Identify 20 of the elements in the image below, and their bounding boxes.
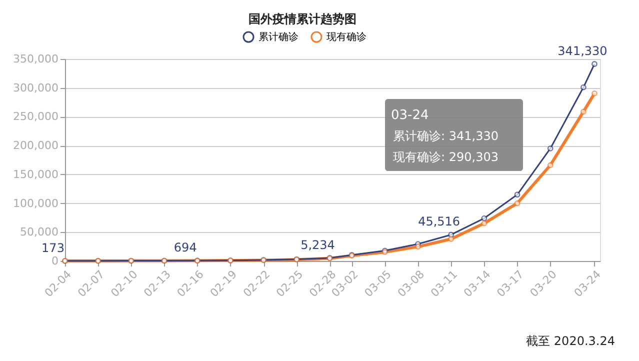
text: 截至 2020.3.24 (526, 334, 615, 348)
legend-label: 现有确诊 (326, 31, 366, 43)
annotation: 现有确诊: 290,303 (393, 150, 498, 164)
data-label: 341,330 (558, 44, 608, 58)
annotation: 累计确诊: 341,330 (393, 129, 498, 143)
y-tick-label: 250,000 (13, 110, 58, 124)
legend-label: 累计确诊 (258, 31, 298, 43)
y-tick-label: 150,000 (13, 168, 58, 181)
annotation: 03-24 (391, 108, 429, 123)
data-label: 694 (174, 240, 197, 255)
chart-title: 国外疫情累计趋势图 (248, 12, 356, 26)
y-tick-label: 50,000 (20, 226, 58, 239)
y-tick-label: 200,000 (13, 139, 58, 152)
data-label: 45,516 (418, 214, 460, 229)
y-tick-label: 300,000 (13, 81, 58, 94)
y-tick-label: 350,000 (13, 52, 58, 66)
data-label: 173 (42, 240, 64, 255)
y-tick-label: 0 (52, 254, 58, 268)
data-label: 5,234 (300, 238, 335, 252)
y-tick-label: 100,000 (13, 196, 58, 210)
